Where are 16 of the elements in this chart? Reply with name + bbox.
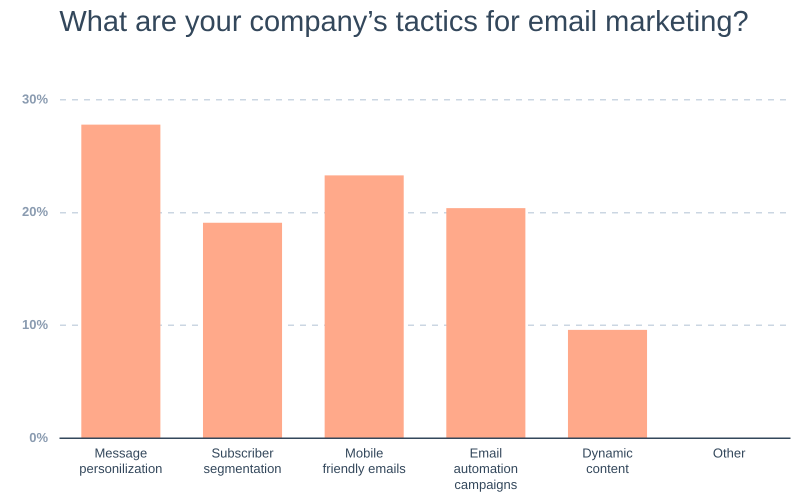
y-tick-label: 0% xyxy=(29,430,48,445)
x-tick-label: Dynamic content xyxy=(582,446,634,476)
bar xyxy=(324,175,404,438)
bar xyxy=(202,222,282,438)
y-tick-label: 20% xyxy=(22,204,48,220)
x-tick-label: Mobile friendly emails xyxy=(322,446,406,476)
y-tick-label: 10% xyxy=(22,316,48,332)
chart-title: What are your company’s tactics for email marketing? xyxy=(58,6,750,39)
y-tick-label: 30% xyxy=(22,91,48,106)
bar xyxy=(446,208,526,438)
x-tick-label: Message personilization xyxy=(79,446,162,476)
x-tick-label: Email automation campaigns xyxy=(454,446,518,492)
x-tick-label: Other xyxy=(712,446,746,461)
bar xyxy=(81,124,160,438)
x-tick-label: Subscriber segmentation xyxy=(203,446,282,476)
bar xyxy=(568,330,648,438)
